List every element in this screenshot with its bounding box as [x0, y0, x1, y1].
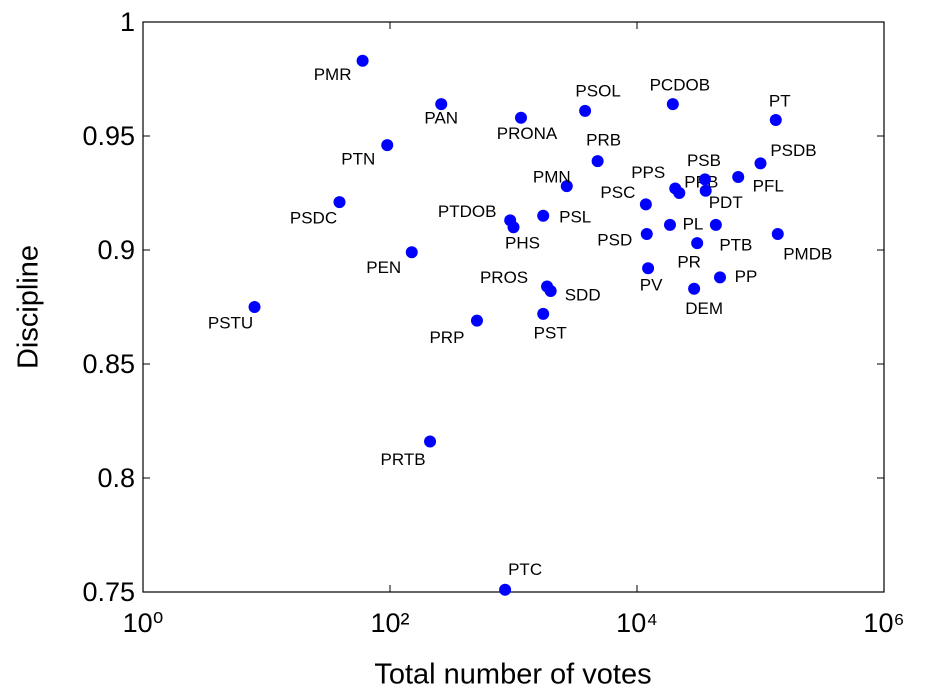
point — [537, 209, 550, 222]
y-axis-label: Discipline — [13, 245, 45, 369]
point-label: PEN — [366, 258, 401, 277]
point — [642, 262, 655, 275]
point — [754, 157, 767, 170]
point — [435, 98, 448, 111]
point — [769, 114, 782, 127]
point — [470, 314, 483, 327]
point — [732, 171, 745, 184]
point-label: PMDB — [783, 245, 832, 264]
point — [381, 139, 394, 152]
point-label: PTN — [341, 150, 375, 169]
plot-frame — [142, 21, 885, 593]
point-label: PPS — [631, 163, 665, 182]
point — [714, 271, 727, 284]
point — [499, 583, 512, 596]
point-label: PSD — [597, 231, 632, 250]
x-tick-label: 10⁰ — [123, 608, 164, 638]
point-label: PL — [683, 214, 704, 233]
y-tick-label: 0.85 — [82, 349, 135, 379]
point — [579, 104, 592, 117]
point-label: PRONA — [497, 124, 558, 143]
point-label: PSC — [600, 183, 635, 202]
point-label: SDD — [565, 286, 601, 305]
y-tick-label: 0.8 — [97, 463, 135, 493]
point — [709, 218, 722, 231]
y-tick-label: 0.95 — [82, 121, 135, 151]
point-label: PR — [677, 253, 701, 272]
point-label: PP — [735, 267, 758, 286]
point-label: PRP — [429, 328, 464, 347]
point — [663, 218, 676, 231]
x-axis-label: Total number of votes — [374, 659, 651, 691]
point-label: PT — [769, 92, 791, 111]
point-label: PTB — [719, 235, 752, 254]
point-label: PFL — [753, 177, 784, 196]
point-label: PMN — [533, 168, 571, 187]
point — [333, 196, 346, 209]
point-label: PSDC — [290, 209, 337, 228]
point-label: PST — [534, 323, 567, 342]
point-label: PSTU — [208, 313, 253, 332]
point — [639, 198, 652, 211]
point — [591, 155, 604, 168]
y-tick-label: 0.9 — [97, 235, 135, 265]
point — [514, 111, 527, 124]
point-label: PSB — [687, 151, 721, 170]
point — [248, 301, 261, 313]
point — [699, 184, 712, 197]
point-label: PSOL — [575, 81, 620, 100]
point — [544, 285, 557, 298]
point — [666, 98, 679, 111]
y-tick-label: 0.75 — [82, 577, 135, 607]
point-label: PCDOB — [650, 76, 710, 95]
point-label: PMR — [314, 65, 352, 84]
point-label: PAN — [424, 109, 458, 128]
point-label: PV — [640, 276, 663, 295]
point-label: PSL — [559, 207, 591, 226]
x-tick-label: 10⁶ — [863, 608, 904, 638]
point — [424, 435, 437, 448]
point-label: PTC — [508, 560, 542, 579]
point — [640, 228, 653, 241]
point-label: PTDOB — [438, 202, 497, 221]
y-tick-label: 1 — [120, 7, 135, 37]
point-label: PRB — [586, 131, 621, 150]
point — [673, 187, 686, 199]
point-label: PDT — [709, 193, 743, 212]
point — [405, 246, 418, 259]
point — [507, 221, 520, 234]
point — [691, 237, 704, 250]
x-tick-label: 10⁴ — [616, 608, 658, 638]
point — [560, 180, 573, 193]
point — [356, 54, 369, 67]
point-label: PHS — [505, 234, 540, 253]
point-label: PROS — [480, 268, 528, 287]
point — [537, 307, 550, 320]
point-label: PSDB — [770, 141, 816, 160]
point-label: DEM — [685, 299, 723, 318]
point — [688, 282, 701, 295]
x-tick-label: 10² — [370, 608, 409, 638]
point-label: PRTB — [381, 450, 426, 469]
point — [698, 173, 711, 186]
point — [771, 228, 784, 241]
